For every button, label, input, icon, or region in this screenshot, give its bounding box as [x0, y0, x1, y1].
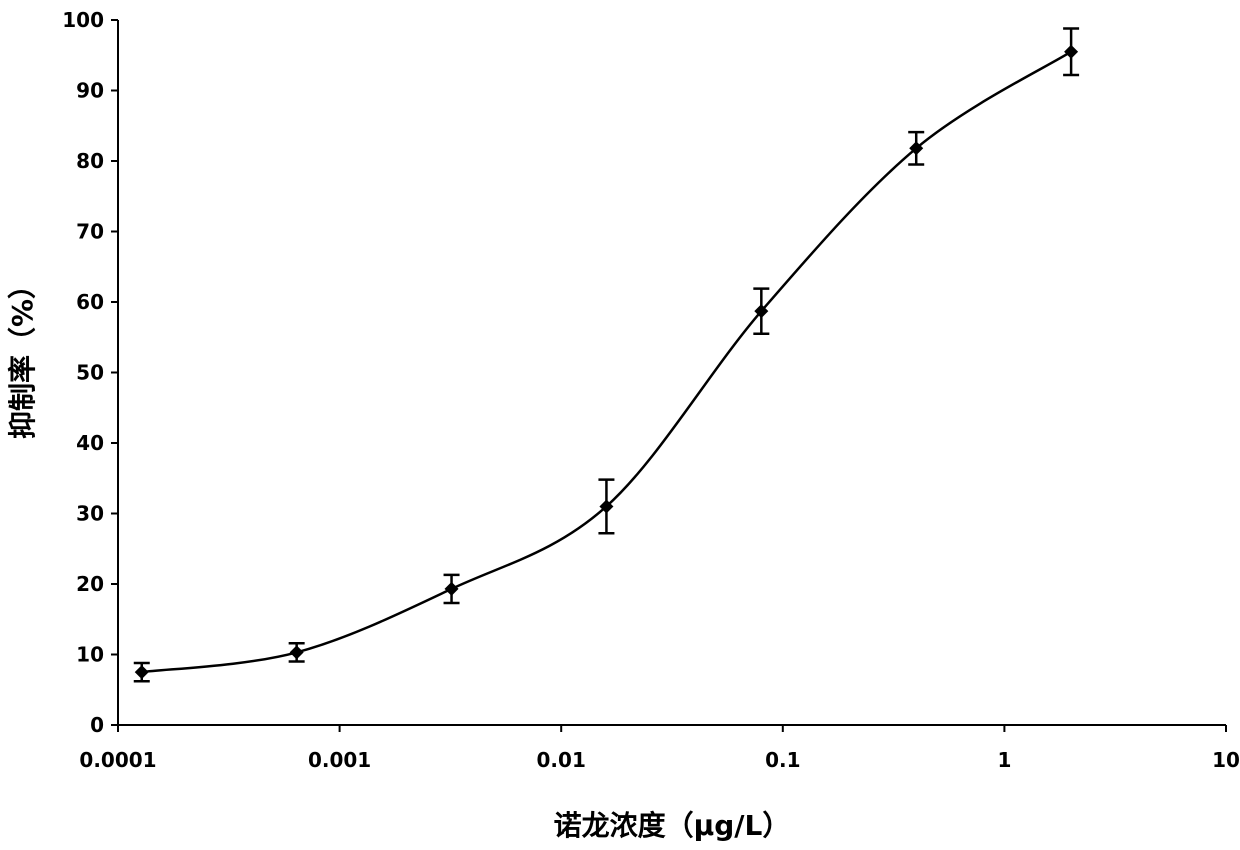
- fitted-curve: [142, 52, 1071, 672]
- data-point-marker: [290, 645, 304, 659]
- y-tick-label: 100: [62, 8, 104, 32]
- y-tick-label: 0: [90, 713, 104, 737]
- y-tick-label: 90: [76, 79, 104, 103]
- data-points-layer: [134, 28, 1079, 681]
- y-tick-label: 30: [76, 502, 104, 526]
- x-tick-label: 10: [1212, 748, 1240, 772]
- y-tick-label: 80: [76, 149, 104, 173]
- x-tick-label: 0.1: [765, 748, 800, 772]
- y-tick-label: 70: [76, 220, 104, 244]
- data-point-marker: [1064, 45, 1078, 59]
- y-tick-label: 40: [76, 431, 104, 455]
- y-tick-label: 10: [76, 643, 104, 667]
- y-tick-label: 20: [76, 572, 104, 596]
- x-tick-label: 0.01: [537, 748, 586, 772]
- x-axis-title: 诺龙浓度（μg/L）: [554, 809, 791, 842]
- x-tick-label: 0.001: [308, 748, 371, 772]
- y-axis-title: 抑制率（%）: [6, 271, 39, 439]
- data-point-marker: [135, 665, 149, 679]
- x-tick-label: 0.0001: [79, 748, 156, 772]
- data-point-marker: [445, 582, 459, 596]
- x-axis-ticks: 0.0001 0.001 0.01 0.1 1 10: [79, 725, 1240, 772]
- y-tick-label: 60: [76, 290, 104, 314]
- x-tick-label: 1: [997, 748, 1011, 772]
- fitted-curve-layer: [142, 52, 1071, 672]
- y-tick-label: 50: [76, 361, 104, 385]
- axes: [118, 20, 1226, 725]
- y-axis-ticks: 0 10 20 30 40 50 60 70 80 90 100: [62, 8, 118, 737]
